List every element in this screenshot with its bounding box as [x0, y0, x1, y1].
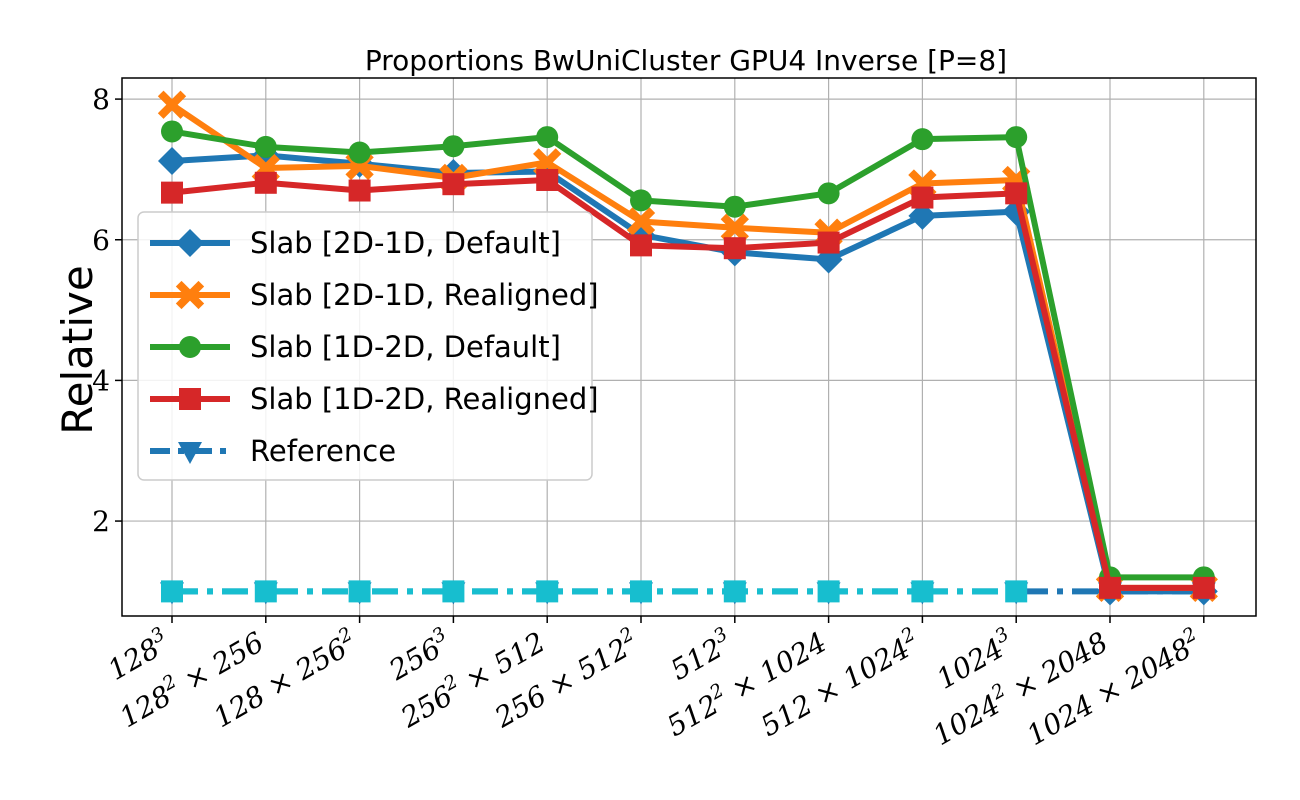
legend-label: Slab [2D-1D, Realigned]	[250, 278, 599, 312]
data-point	[817, 580, 840, 603]
legend-label: Slab [1D-2D, Default]	[250, 330, 561, 364]
data-point	[723, 237, 746, 260]
legend-box	[137, 211, 593, 481]
data-point	[157, 90, 187, 119]
data-point	[161, 181, 183, 204]
data-point	[442, 173, 465, 196]
data-point	[1005, 126, 1028, 149]
y-axis-ticks: 2 4 6 8	[92, 83, 122, 538]
data-point	[723, 580, 746, 603]
series-line	[171, 176, 1204, 591]
data-point	[161, 120, 183, 143]
data-point	[630, 189, 652, 212]
legend: Slab [2D-1D, Default] Slab [2D-1D, Realig…	[137, 211, 599, 481]
legend-entry: Slab [2D-1D, Realigned]	[150, 278, 599, 312]
legend-entry: Slab [1D-2D, Default]	[150, 330, 561, 364]
legend-label: Slab [2D-1D, Default]	[250, 226, 561, 260]
legend-entry: Slab [2D-1D, Default]	[150, 226, 561, 260]
data-point	[1005, 580, 1028, 603]
data-point	[1005, 182, 1028, 205]
data-point	[911, 128, 934, 151]
legend-marker	[179, 388, 201, 410]
y-tick-label: 2	[92, 505, 110, 538]
series-layer	[157, 90, 1218, 606]
data-point	[630, 234, 652, 257]
y-tick-label: 6	[92, 224, 110, 257]
data-point	[908, 201, 937, 230]
legend-marker	[175, 280, 205, 310]
legend-marker	[179, 336, 201, 358]
data-point	[254, 580, 277, 603]
data-point	[911, 186, 934, 209]
data-point	[1192, 576, 1215, 599]
legend-label: Slab [1D-2D, Realigned]	[250, 382, 599, 416]
legend-label: Reference	[250, 434, 396, 468]
data-point	[536, 168, 559, 191]
data-point	[254, 135, 277, 158]
data-point	[442, 135, 465, 158]
y-tick-label: 8	[92, 83, 110, 116]
data-point	[720, 213, 749, 242]
data-point	[630, 580, 652, 603]
legend-marker	[178, 442, 202, 464]
series-line	[171, 152, 1204, 595]
data-point	[442, 580, 465, 603]
data-point	[1099, 576, 1121, 599]
y-tick-label: 4	[92, 364, 110, 397]
legend-entry: Reference	[150, 434, 396, 468]
series-5	[161, 580, 1028, 603]
data-point	[814, 245, 843, 274]
data-point	[817, 182, 840, 205]
data-point	[161, 580, 183, 603]
data-point	[348, 179, 371, 202]
data-point	[254, 171, 277, 194]
series-line	[171, 128, 1204, 581]
y-axis-label: Relative	[53, 265, 102, 434]
data-point	[348, 141, 371, 164]
data-point	[348, 580, 371, 603]
data-point	[626, 207, 656, 236]
data-point	[723, 195, 746, 218]
series-3	[161, 168, 1215, 599]
data-point	[911, 580, 934, 603]
data-point	[158, 146, 186, 175]
legend-marker	[176, 229, 204, 257]
data-point	[536, 580, 559, 603]
data-point	[817, 231, 840, 254]
chart-title: Proportions BwUniCluster GPU4 Inverse [P…	[365, 44, 1007, 77]
plot-area-frame	[121, 77, 1257, 617]
data-point	[536, 126, 559, 149]
data-point	[533, 148, 562, 177]
legend-entry: Slab [1D-2D, Realigned]	[150, 382, 599, 416]
